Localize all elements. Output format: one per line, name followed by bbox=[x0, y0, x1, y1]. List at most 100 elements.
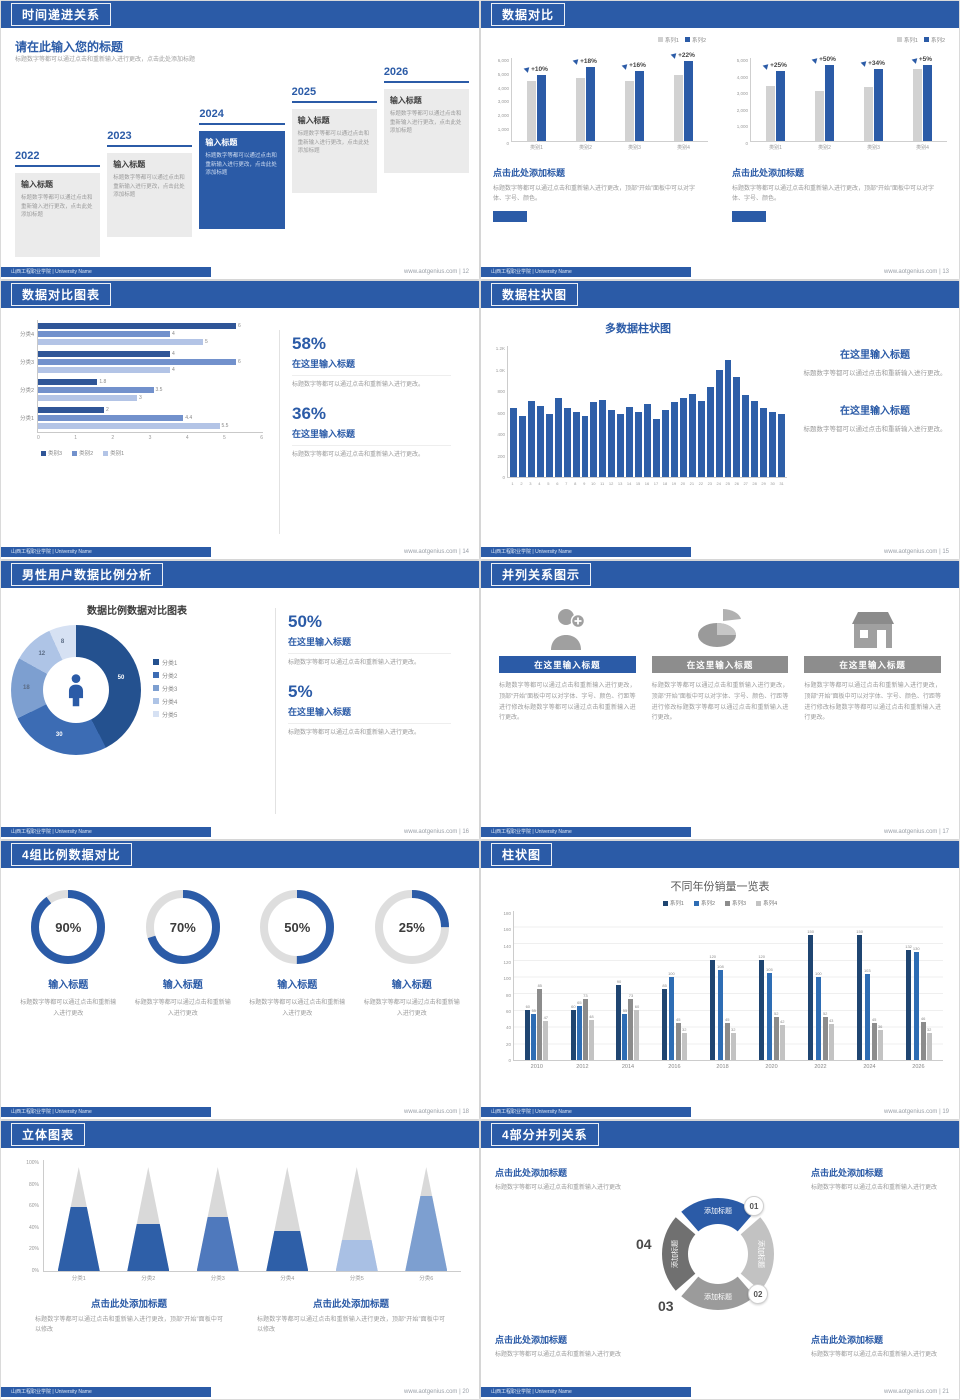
bar-value: 105 bbox=[766, 966, 773, 972]
bar-row: 5.5 bbox=[38, 423, 263, 429]
x-tick: 类别2 bbox=[579, 145, 592, 151]
stat-percent: 58% bbox=[292, 334, 327, 353]
bar-series1 bbox=[527, 80, 536, 141]
bar-group: +16% 类别3 bbox=[618, 57, 652, 151]
slide-footer: 山西工程职业学院 | University Name www.aotgenius… bbox=[1, 1104, 479, 1119]
slide-four-ratio-comparison[interactable]: 4组比例数据对比 90% 输入标题 标题数字等都可以通过点击和重新输入进行更改 … bbox=[1, 841, 479, 1119]
x-tick: 9 bbox=[583, 481, 586, 486]
legend-label: 系列2 bbox=[691, 38, 706, 44]
bar-column bbox=[697, 346, 705, 477]
bar-value: 6 bbox=[238, 323, 241, 329]
x-tick: 2 bbox=[111, 435, 115, 441]
y-tick: 1.0K bbox=[495, 367, 505, 373]
stat-block: 50% 在这里输入标题 标题数字等都可以通过点击和重新输入进行更改。 bbox=[288, 612, 469, 668]
slide-3d-chart[interactable]: 立体图表 100% 80% 60% 40% 20% 0% 分类1 分类2 分类3 分类4 分类5 分… bbox=[1, 1121, 479, 1399]
text-section: 在这里输入标题 标题数字等都可以通过点击和重新输入进行更改。 bbox=[803, 402, 947, 436]
bar-series1 bbox=[674, 75, 683, 141]
slide-footer: 山西工程职业学院 | University Name www.aotgenius… bbox=[1, 544, 479, 559]
y-tick: 4,000 bbox=[736, 74, 748, 80]
slide-header: 4部分并列关系 bbox=[481, 1121, 959, 1148]
footer-site: www.aotgenius.com | 16 bbox=[404, 828, 469, 835]
footer-url: www.aotgenius.com bbox=[884, 1108, 938, 1115]
bar-group: +34% 类别3 bbox=[857, 57, 891, 151]
corner-text-block: 点击此处添加标题 标题数字等都可以通过点击和重新输入进行更改 bbox=[495, 1166, 635, 1193]
x-axis: 0 1 2 3 4 5 6 bbox=[37, 432, 263, 441]
timeline-year: 2025 bbox=[291, 86, 377, 103]
progress-value: 25% bbox=[398, 919, 425, 935]
bar-column bbox=[688, 346, 696, 477]
bar-value: 4 bbox=[172, 331, 175, 337]
bar-column bbox=[545, 346, 553, 477]
bar bbox=[871, 1022, 877, 1060]
segment-label: 添加标题 bbox=[670, 1240, 679, 1268]
slide-parallel-relation[interactable]: 并列关系图示 在这里输入标题 标题数字等都可以通过点击和重新输入进行更改，顶部“… bbox=[481, 561, 959, 839]
bar-wrapper: 32 bbox=[730, 911, 736, 1060]
bar bbox=[710, 960, 716, 1060]
slide-data-comparison[interactable]: 数据对比 系列1 系列2 6,000 5,000 4,000 3,000 2,000 1,… bbox=[481, 1, 959, 279]
slide-data-comparison-chart[interactable]: 数据对比图表 分类4 6 4 5 分类3 4 6 4 分类2 1.8 3.5 3 分类1 2 4.4 5.5 0… bbox=[1, 281, 479, 559]
bar-value: 150 bbox=[807, 929, 814, 934]
cone bbox=[127, 1167, 170, 1271]
footer-url: www.aotgenius.com bbox=[404, 828, 458, 835]
slide-column-chart[interactable]: 柱状图 不同年份销量一览表 系列1 系列2 系列3 系列4 180 160 140 120 1… bbox=[481, 841, 959, 1119]
timeline-box-text: 标题数字等都可以通过点击和重新输入进行更改，点击此处添加标题 bbox=[297, 131, 370, 155]
bar-series2 bbox=[923, 65, 932, 141]
item-text: 标题数字等都可以通过点击和重新输入进行更改 bbox=[134, 1000, 231, 1017]
bar-value: 48 bbox=[589, 1014, 594, 1019]
bar-wrapper: 45 bbox=[724, 911, 730, 1060]
ratio-item: 25% 输入标题 标题数字等都可以通过点击和重新输入进行更改 bbox=[359, 888, 466, 1104]
footer-page: 21 bbox=[942, 1388, 949, 1395]
flag-icon bbox=[670, 51, 679, 59]
legend-swatch bbox=[103, 450, 109, 456]
category-label: 分类3 bbox=[19, 360, 34, 366]
bar-series2 bbox=[537, 74, 546, 141]
bar bbox=[38, 395, 137, 401]
cone-fill bbox=[196, 1216, 239, 1271]
y-tick: 160 bbox=[503, 927, 511, 933]
bar-column bbox=[751, 346, 759, 477]
item-text: 标题数字等都可以通过点击和重新输入进行更改，顶部“开始”面板中可以对字体、字号、… bbox=[804, 683, 942, 722]
y-tick: 3,000 bbox=[736, 91, 748, 97]
bar-group: 150 103 45 36 2024 bbox=[856, 911, 883, 1070]
y-axis: 1.2K 1.0K 800 600 400 200 0 bbox=[489, 346, 507, 480]
timeline: 2022 输入标题 标题数字等都可以通过点击和重新输入进行更改，点击此处添加标题… bbox=[15, 28, 470, 260]
slide-time-progression[interactable]: 时间递进关系 请在此输入您的标题 标题数字等都可以通过点击和重新输入进行更改，点… bbox=[1, 1, 479, 279]
parallel-item: 在这里输入标题 标题数字等都可以通过点击和重新输入进行更改，顶部“开始”面板中可… bbox=[804, 602, 942, 824]
slide-title: 数据对比图表 bbox=[11, 283, 112, 306]
slide-male-user-ratio[interactable]: 男性用户数据比例分析 数据比例数据对比图表 50 30 18 12 8 分类1 分类2 分类… bbox=[1, 561, 479, 839]
progress-value: 50% bbox=[284, 919, 311, 935]
bar-row: 6 bbox=[38, 359, 263, 365]
bar-column bbox=[742, 346, 750, 477]
bar-value: 5 bbox=[205, 339, 208, 345]
x-tick: 类别2 bbox=[818, 145, 831, 151]
bar bbox=[38, 359, 236, 365]
timeline-box-text: 标题数字等都可以通过点击和重新输入进行更改，点击此处添加标题 bbox=[389, 111, 462, 135]
plot-area: +10% 类别1 +18% 类别2 +16% 类别3 +22% 类别4 bbox=[511, 51, 708, 151]
block-text: 标题数字等都可以通过点击和重新输入进行更改 bbox=[811, 1185, 938, 1191]
bar-wrapper: 105 bbox=[766, 911, 773, 1060]
bar-value: 4 bbox=[172, 351, 175, 357]
x-tick: 类别4 bbox=[677, 145, 690, 151]
slide-body: 不同年份销量一览表 系列1 系列2 系列3 系列4 180 160 140 120 100 80… bbox=[481, 868, 959, 1104]
slide-four-part-relation[interactable]: 4部分并列关系 点击此处添加标题 标题数字等都可以通过点击和重新输入进行更改 点… bbox=[481, 1121, 959, 1399]
bar-column bbox=[635, 346, 643, 477]
x-tick: 分类1 bbox=[71, 1276, 86, 1282]
bar-row: 3 bbox=[38, 395, 263, 401]
bar bbox=[668, 976, 674, 1060]
y-tick: 5,000 bbox=[497, 71, 509, 77]
bar-wrapper: 73 bbox=[628, 911, 634, 1060]
bar bbox=[679, 397, 687, 477]
x-tick: 10 bbox=[590, 481, 596, 486]
bar bbox=[617, 414, 625, 477]
bar-value: 45 bbox=[725, 1016, 730, 1022]
stat-label: 在这里输入标题 bbox=[292, 359, 356, 369]
bar bbox=[38, 379, 98, 385]
x-tick: 11 bbox=[600, 481, 605, 486]
ratio-item: 90% 输入标题 标题数字等都可以通过点击和重新输入进行更改 bbox=[15, 888, 122, 1104]
bar-column bbox=[536, 346, 544, 477]
timeline-box-title: 输入标题 bbox=[205, 138, 238, 147]
ratio-item: 50% 输入标题 标题数字等都可以通过点击和重新输入进行更改 bbox=[244, 888, 351, 1104]
cone-column: 分类3 bbox=[196, 1160, 239, 1282]
y-tick: 20 bbox=[505, 1041, 511, 1047]
